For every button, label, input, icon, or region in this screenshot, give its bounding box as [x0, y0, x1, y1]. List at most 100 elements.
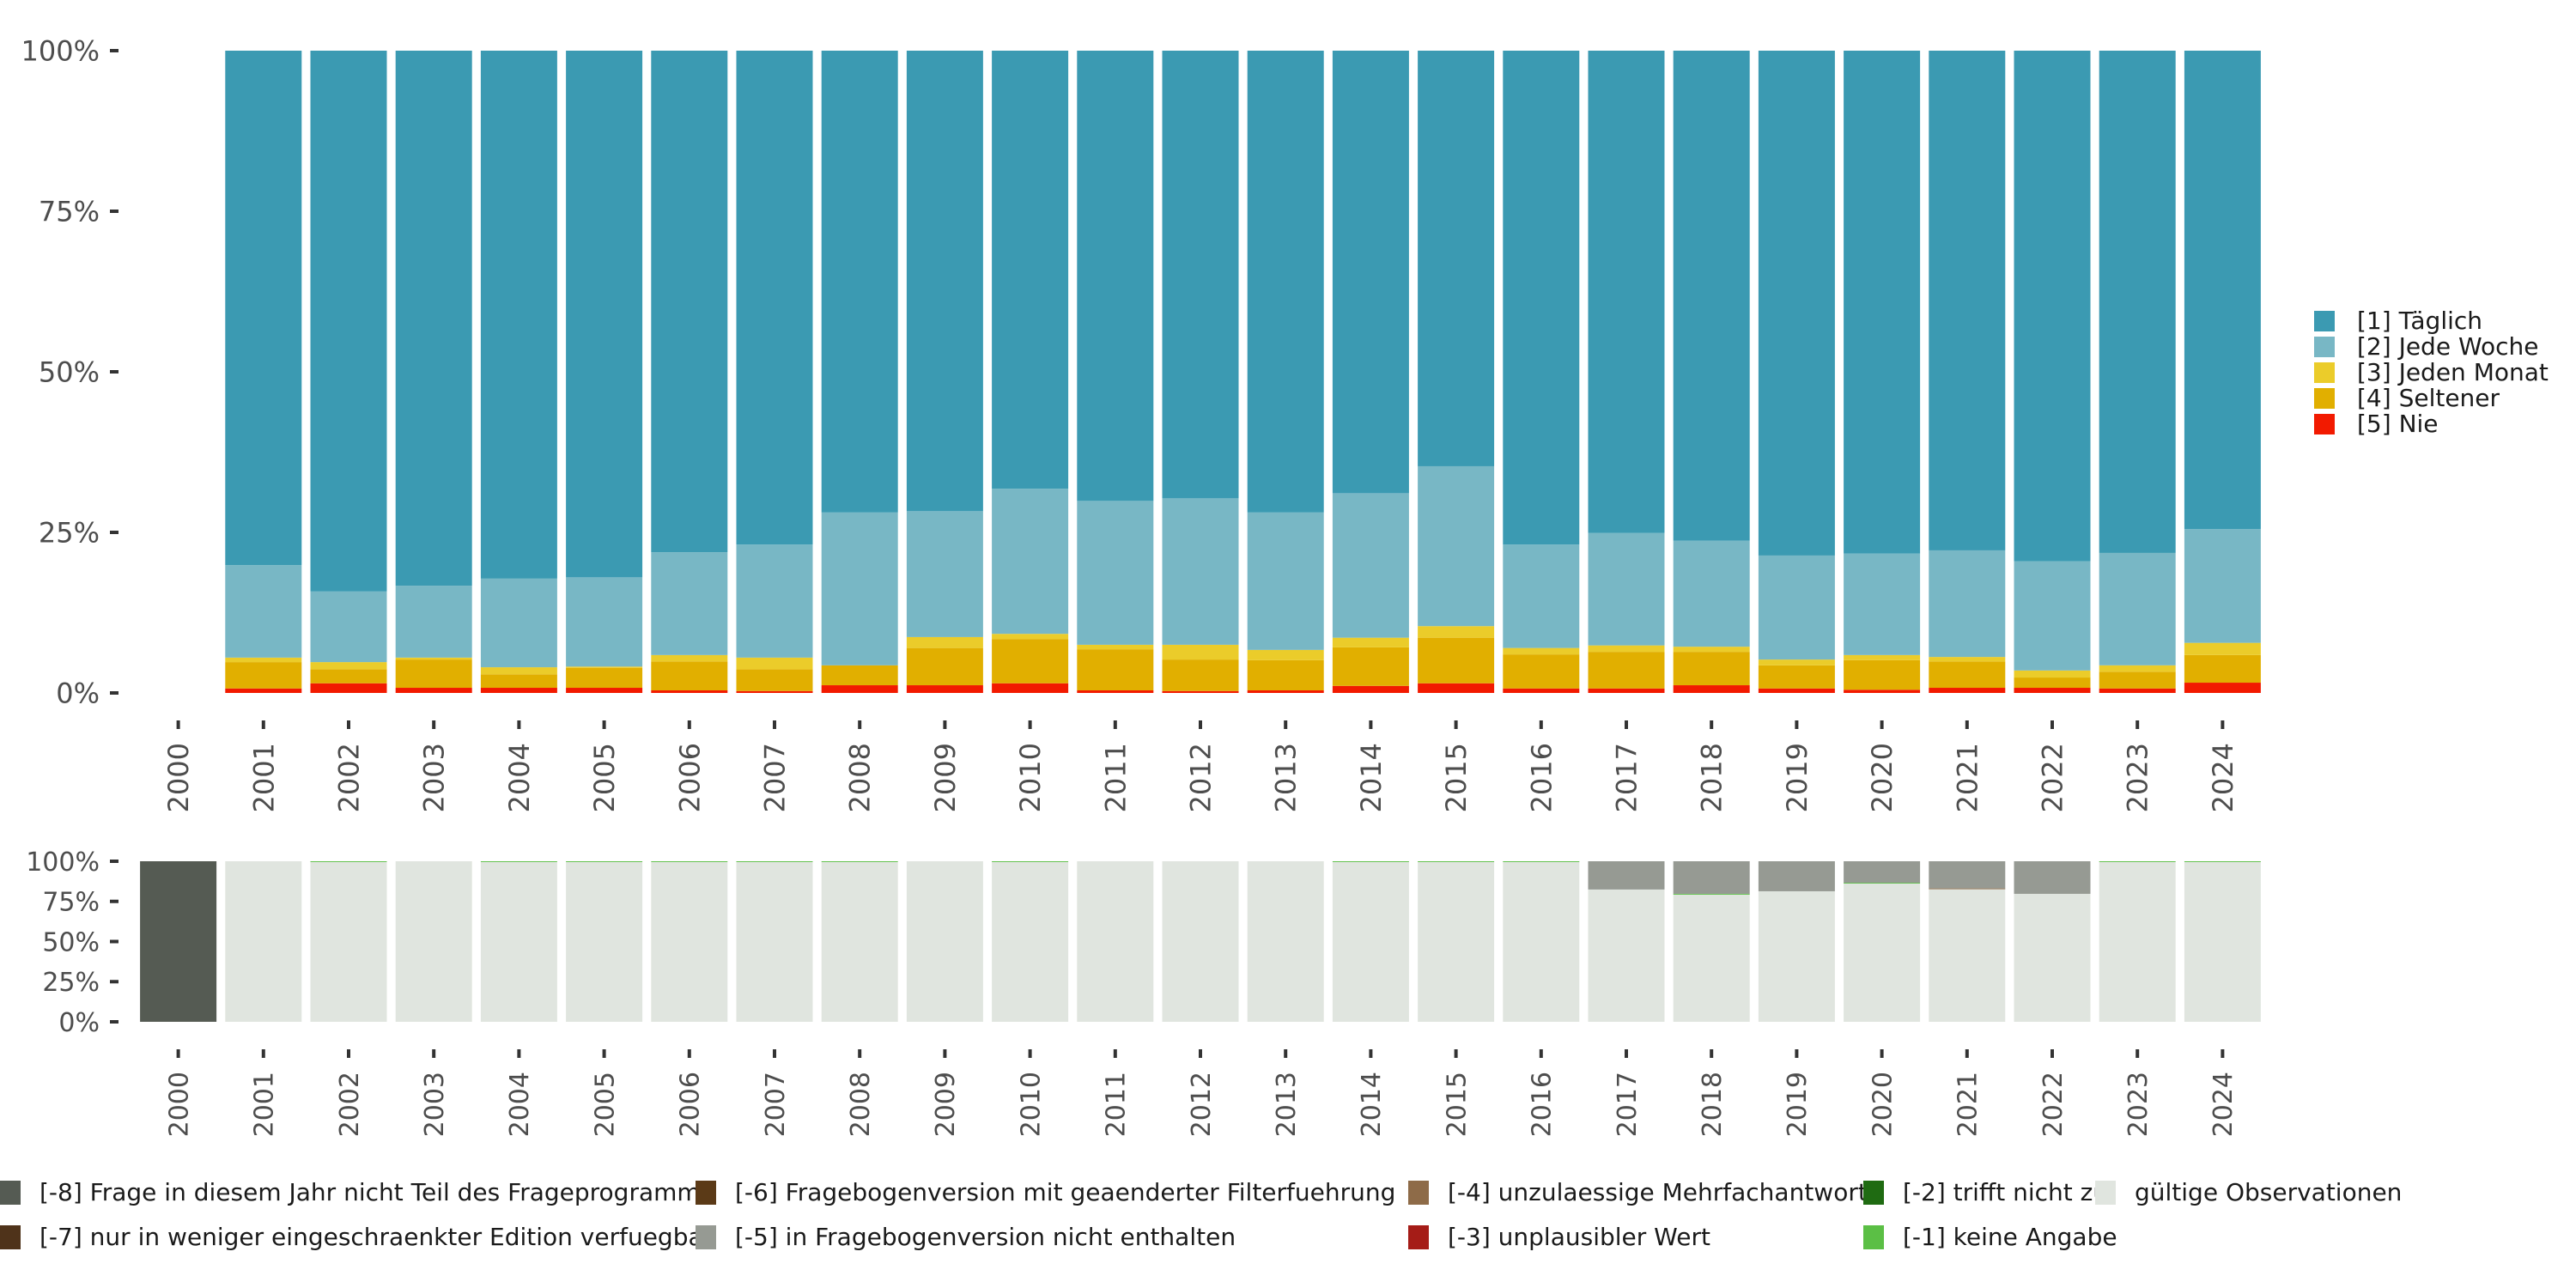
bar-segment: [2014, 561, 2091, 671]
legend-swatch: [2314, 337, 2335, 357]
bar-segment: [1758, 555, 1835, 660]
bar-segment: [736, 690, 813, 693]
bar-segment: [1844, 51, 1921, 554]
main-chart-legend: [1] Täglich[2] Jede Woche[3] Jeden Monat…: [2314, 307, 2549, 438]
bar-segment: [1332, 647, 1409, 686]
bar-segment: [906, 51, 983, 512]
bar-segment: [992, 489, 1069, 635]
bar-segment: [1418, 51, 1495, 466]
bar-segment: [2184, 642, 2261, 655]
bar-segment: [1758, 688, 1835, 693]
bar-segment: [736, 669, 813, 691]
x-tick-label: 2006: [676, 1072, 706, 1137]
bar-segment: [2184, 51, 2261, 530]
bar-segment: [992, 51, 1069, 489]
legend-swatch: [2095, 1181, 2116, 1205]
bar-segment: [1162, 659, 1239, 691]
y-tick-label: 25%: [39, 517, 100, 550]
bar-segment: [1929, 657, 2006, 662]
bar-segment: [2184, 861, 2261, 862]
bar-segment: [2014, 893, 2091, 1022]
x-tick-label: 2022: [2038, 1072, 2069, 1137]
bar-segment: [1077, 51, 1154, 501]
bar-segment: [1332, 861, 1409, 1022]
legend-label: gültige Observationen: [2135, 1178, 2402, 1206]
bar-segment: [566, 51, 643, 578]
legend-label: [3] Jeden Monat: [2357, 358, 2549, 386]
bar-segment: [651, 552, 728, 655]
bar-segment: [1758, 51, 1835, 556]
x-tick-label: 2012: [1185, 743, 1218, 812]
bar-segment: [310, 51, 387, 592]
bar-segment: [1588, 652, 1665, 689]
bar-segment: [225, 657, 302, 663]
x-tick-label: 2014: [1357, 1072, 1387, 1137]
bar-segment: [906, 636, 983, 648]
bar-segment: [992, 861, 1069, 1022]
bar-segment: [2014, 861, 2091, 894]
bar-segment: [1844, 861, 1921, 884]
bar-segment: [480, 674, 557, 689]
bar-segment: [310, 591, 387, 663]
legend-swatch: [2314, 362, 2335, 383]
bar-segment: [1929, 861, 2006, 889]
legend-label: [-3] unplausibler Wert: [1448, 1223, 1710, 1251]
legend-swatch: [1863, 1181, 1884, 1205]
bar-segment: [2099, 861, 2176, 862]
bar-segment: [2099, 861, 2176, 1022]
legend-swatch: [1863, 1225, 1884, 1249]
bar-segment: [566, 666, 643, 668]
bar-segment: [1247, 649, 1324, 660]
bar-segment: [1503, 861, 1580, 862]
legend-label: [-2] trifft nicht zu: [1903, 1178, 2108, 1206]
bar-segment: [1758, 659, 1835, 665]
x-tick-label: 2020: [1868, 1072, 1898, 1137]
bar-segment: [1673, 893, 1750, 895]
legend-swatch: [696, 1225, 716, 1249]
bar-segment: [1077, 861, 1154, 1022]
bar-segment: [736, 51, 813, 545]
y-tick-label: 100%: [21, 35, 100, 68]
legend-label: [-8] Frage in diesem Jahr nicht Teil des…: [39, 1178, 713, 1206]
bar-segment: [1247, 659, 1324, 691]
legend-label: [4] Seltener: [2357, 384, 2500, 412]
bar-segment: [395, 51, 472, 586]
x-tick-label: 2010: [1014, 743, 1047, 812]
bar-segment: [1162, 690, 1239, 693]
legend-label: [5] Nie: [2357, 410, 2439, 438]
x-tick-label: 2011: [1099, 743, 1132, 812]
bar-segment: [2099, 688, 2176, 693]
x-tick-label: 2009: [931, 1072, 961, 1137]
x-tick-label: 2010: [1016, 1072, 1046, 1137]
bar-segment: [651, 861, 728, 1022]
bar-segment: [1673, 647, 1750, 653]
bar-segment: [566, 861, 643, 1022]
x-tick-label: 2021: [1951, 743, 1984, 812]
x-tick-label: 2001: [247, 743, 280, 812]
bar-segment: [736, 544, 813, 658]
bar-segment: [821, 685, 898, 693]
bar-segment: [1418, 465, 1495, 627]
x-tick-label: 2015: [1440, 743, 1473, 812]
bar-segment: [821, 861, 898, 1022]
bar-segment: [1332, 637, 1409, 647]
x-tick-label: 2015: [1442, 1072, 1472, 1137]
x-tick-label: 2004: [503, 743, 536, 812]
bar-segment: [2014, 677, 2091, 689]
legend-swatch: [1408, 1181, 1429, 1205]
x-tick-label: 2000: [164, 1072, 194, 1137]
legend-label: [-5] in Fragebogenversion nicht enthalte…: [735, 1223, 1236, 1251]
legend-label: [2] Jede Woche: [2357, 332, 2539, 361]
bar-segment: [1929, 889, 2006, 1022]
bar-segment: [310, 861, 387, 1022]
x-tick-label: 2008: [844, 743, 877, 812]
x-tick-label: 2023: [2123, 1072, 2154, 1137]
bar-segment: [736, 861, 813, 862]
bar-segment: [1247, 512, 1324, 650]
bar-segment: [1077, 501, 1154, 645]
bar-segment: [395, 861, 472, 1022]
x-tick-label: 2013: [1272, 1072, 1302, 1137]
bar-segment: [1758, 890, 1835, 1022]
x-tick-label: 2016: [1525, 743, 1558, 812]
legend-label: [1] Täglich: [2357, 307, 2482, 335]
